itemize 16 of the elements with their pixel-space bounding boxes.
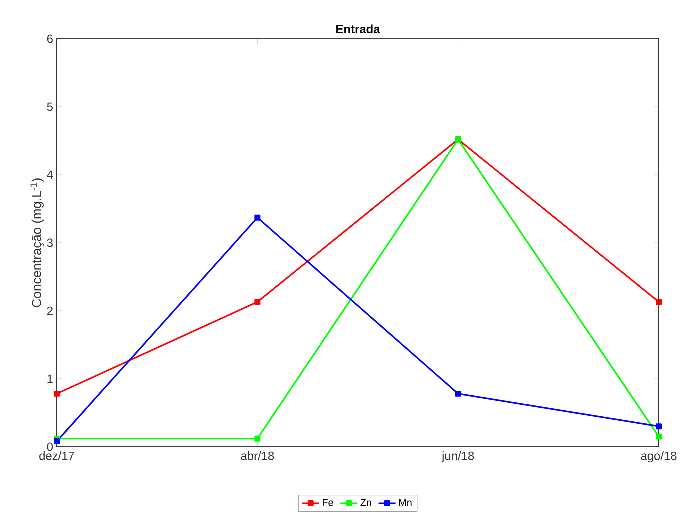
y-tick-label: 2: [47, 306, 53, 316]
x-tick-label: ago/18: [641, 452, 677, 463]
y-axis-title: Concentração (mg.L$^{-1}$): [30, 178, 44, 308]
legend-label: Mn: [399, 499, 412, 506]
y-tick-label: 0: [47, 442, 54, 452]
legend-label: Fe: [323, 499, 334, 506]
y-tick-label: 3: [47, 238, 53, 248]
x-tick-label: jun/18: [442, 452, 474, 463]
y-tick-label: 5: [47, 102, 53, 112]
chart-title: Entrada: [336, 24, 380, 34]
legend-label: Zn: [360, 499, 372, 506]
x-tick-label: dez/17: [40, 452, 74, 460]
y-tick-label: 6: [47, 34, 53, 44]
x-tick-label: abr/18: [241, 452, 274, 460]
y-tick-label: 4: [47, 170, 54, 180]
y-tick-label: 1: [48, 374, 53, 384]
